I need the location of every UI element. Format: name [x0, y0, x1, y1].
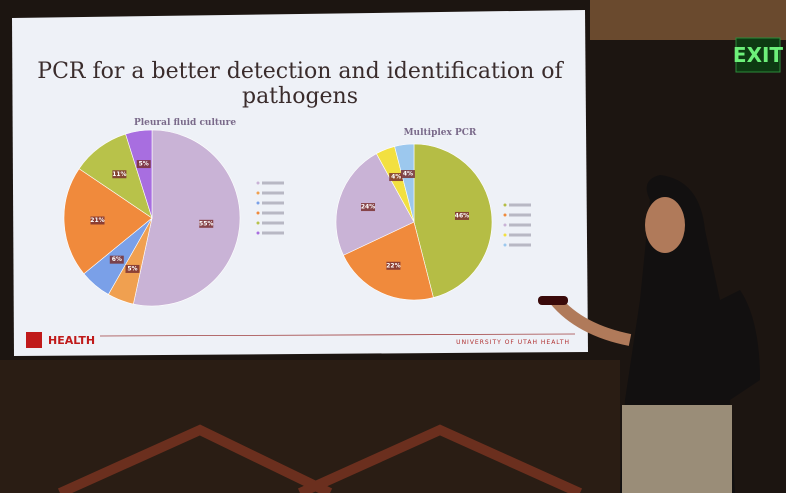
legend-text-blur	[262, 182, 284, 185]
value-label: 4%	[391, 174, 401, 181]
value-label: 5%	[127, 265, 137, 272]
legend-marker	[504, 224, 507, 227]
legend-marker	[257, 192, 260, 195]
legend-marker	[257, 202, 260, 205]
presenter-skirt	[622, 405, 732, 493]
value-label: 5%	[139, 161, 149, 168]
chart-title: Multiplex PCR	[404, 128, 477, 138]
legend-marker	[257, 222, 260, 225]
value-label: 4%	[403, 171, 413, 178]
scene: EXIT PCR for a better detection and iden…	[0, 0, 786, 493]
legend-text-blur	[509, 224, 531, 227]
value-label: 11%	[112, 171, 126, 178]
page: EXIT PCR for a better detection and iden…	[0, 0, 786, 493]
legend-text-blur	[262, 212, 284, 215]
legend-text-blur	[262, 232, 284, 235]
legend-text-blur	[509, 214, 531, 217]
value-label: 21%	[90, 217, 104, 224]
legend-marker	[504, 214, 507, 217]
legend-text-blur	[509, 234, 531, 237]
logo-mark	[26, 332, 42, 348]
logo-text: HEALTH	[48, 334, 95, 347]
ceiling	[590, 0, 786, 40]
value-label: 22%	[386, 262, 400, 269]
legend-marker	[504, 204, 507, 207]
legend-marker	[504, 234, 507, 237]
legend-text-blur	[262, 192, 284, 195]
footer-text: UNIVERSITY OF UTAH HEALTH	[456, 339, 570, 346]
legend-marker	[257, 212, 260, 215]
legend-text-blur	[262, 222, 284, 225]
legend-text-blur	[509, 244, 531, 247]
value-label: 24%	[361, 204, 375, 211]
chart-title: Pleural fluid culture	[134, 118, 236, 128]
legend-text-blur	[262, 202, 284, 205]
value-label: 55%	[199, 220, 213, 227]
legend-text-blur	[509, 204, 531, 207]
value-label: 6%	[112, 256, 122, 263]
legend-marker	[257, 182, 260, 185]
clicker	[538, 296, 568, 305]
legend-marker	[257, 232, 260, 235]
exit-text: EXIT	[733, 43, 784, 67]
legend-marker	[504, 244, 507, 247]
slide-title: PCR for a better detection and identific…	[37, 59, 564, 84]
presenter-face	[645, 197, 685, 253]
slide-title: pathogens	[242, 84, 358, 109]
value-label: 46%	[455, 212, 469, 219]
